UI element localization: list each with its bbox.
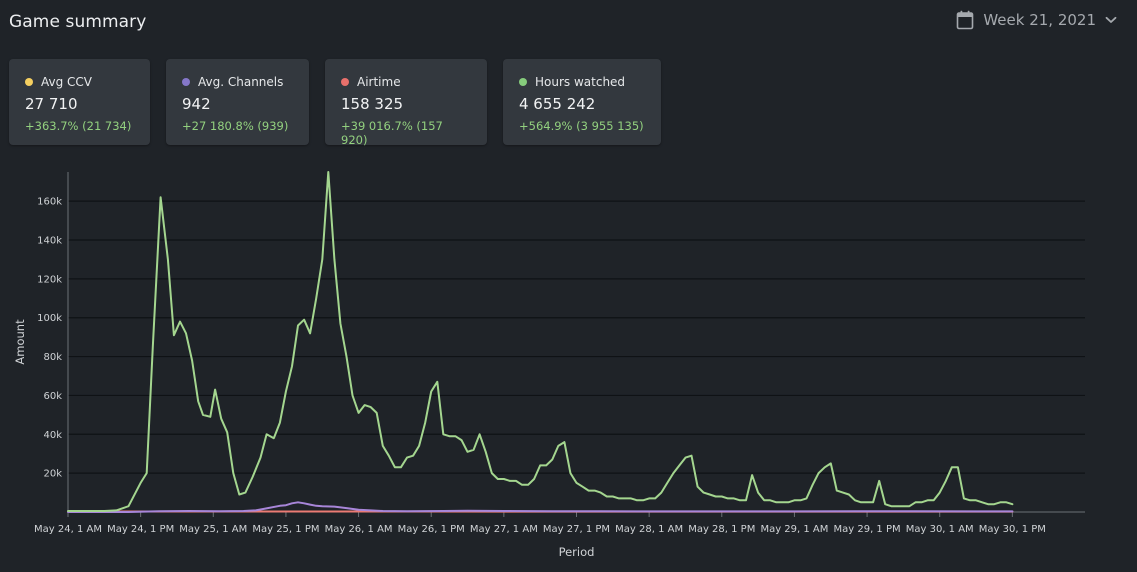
x-tick-label: May 28, 1 PM — [688, 524, 755, 535]
card-change: +27 180.8% (939) — [182, 119, 289, 133]
card-airtime[interactable]: Airtime 158 325 +39 016.7% (157 920) — [325, 59, 487, 147]
chevron-down-icon — [1105, 16, 1117, 24]
legend-dot-icon — [341, 78, 349, 86]
y-tick-label: 100k — [37, 313, 62, 324]
page-title: Game summary — [9, 12, 147, 32]
y-tick-label: 160k — [37, 197, 62, 208]
card-label: Avg. Channels — [198, 75, 284, 89]
x-tick-label: May 24, 1 PM — [107, 524, 174, 535]
y-axis-title: Amount — [13, 319, 27, 365]
x-axis-title: Period — [559, 545, 595, 559]
x-tick-label: May 27, 1 AM — [470, 524, 538, 535]
card-change: +39 016.7% (157 920) — [341, 119, 443, 147]
line-chart: 20k 40k 60k 80k 100k 120k 140k 160k May 24, 1 AM… — [13, 171, 1085, 559]
card-value: 27 710 — [25, 95, 78, 113]
card-label: Hours watched — [535, 75, 626, 89]
legend-dot-icon — [182, 78, 190, 86]
x-tick-label: May 26, 1 PM — [398, 524, 465, 535]
y-tick-label: 80k — [43, 352, 62, 363]
card-change: +564.9% (3 955 135) — [519, 119, 644, 133]
card-hours-watched[interactable]: Hours watched 4 655 242 +564.9% (3 955 1… — [503, 59, 661, 145]
series-line — [67, 171, 1014, 512]
series-line — [67, 501, 1014, 513]
y-tick-label: 40k — [43, 430, 62, 441]
card-value: 158 325 — [341, 95, 404, 113]
x-tick-label: May 24, 1 AM — [34, 524, 102, 535]
x-tick-label: May 28, 1 AM — [615, 524, 683, 535]
y-tick-label: 140k — [37, 236, 62, 247]
legend-dot-icon — [25, 78, 33, 86]
period-label: Week 21, 2021 — [983, 11, 1096, 29]
calendar-icon — [956, 10, 974, 30]
x-tick-label: May 26, 1 AM — [325, 524, 393, 535]
card-change: +363.7% (21 734) — [25, 119, 132, 133]
card-avg-channels[interactable]: Avg. Channels 942 +27 180.8% (939) — [166, 59, 309, 145]
legend-dot-icon — [519, 78, 527, 86]
card-avg-ccv[interactable]: Avg CCV 27 710 +363.7% (21 734) — [9, 59, 150, 145]
x-tick-label: May 30, 1 PM — [979, 524, 1046, 535]
x-tick-label: May 29, 1 AM — [760, 524, 828, 535]
x-tick-label: May 27, 1 PM — [543, 524, 610, 535]
chart-series — [67, 171, 1014, 513]
card-label: Avg CCV — [41, 75, 93, 89]
summary-cards: Avg CCV 27 710 +363.7% (21 734) Avg. Cha… — [9, 59, 661, 147]
card-value: 4 655 242 — [519, 95, 596, 113]
y-tick-label: 60k — [43, 391, 62, 402]
y-tick-label: 120k — [37, 274, 62, 285]
card-value: 942 — [182, 95, 211, 113]
chart-axes — [67, 172, 1085, 517]
chart-labels: 20k 40k 60k 80k 100k 120k 140k 160k May 24, 1 AM… — [13, 197, 1046, 559]
period-selector[interactable]: Week 21, 2021 — [956, 10, 1117, 30]
chart-grid — [68, 200, 1085, 474]
x-tick-label: May 29, 1 PM — [834, 524, 901, 535]
x-tick-label: May 25, 1 AM — [179, 524, 247, 535]
x-tick-label: May 30, 1 AM — [906, 524, 974, 535]
x-tick-label: May 25, 1 PM — [252, 524, 319, 535]
card-label: Airtime — [357, 75, 401, 89]
y-tick-label: 20k — [43, 469, 62, 480]
